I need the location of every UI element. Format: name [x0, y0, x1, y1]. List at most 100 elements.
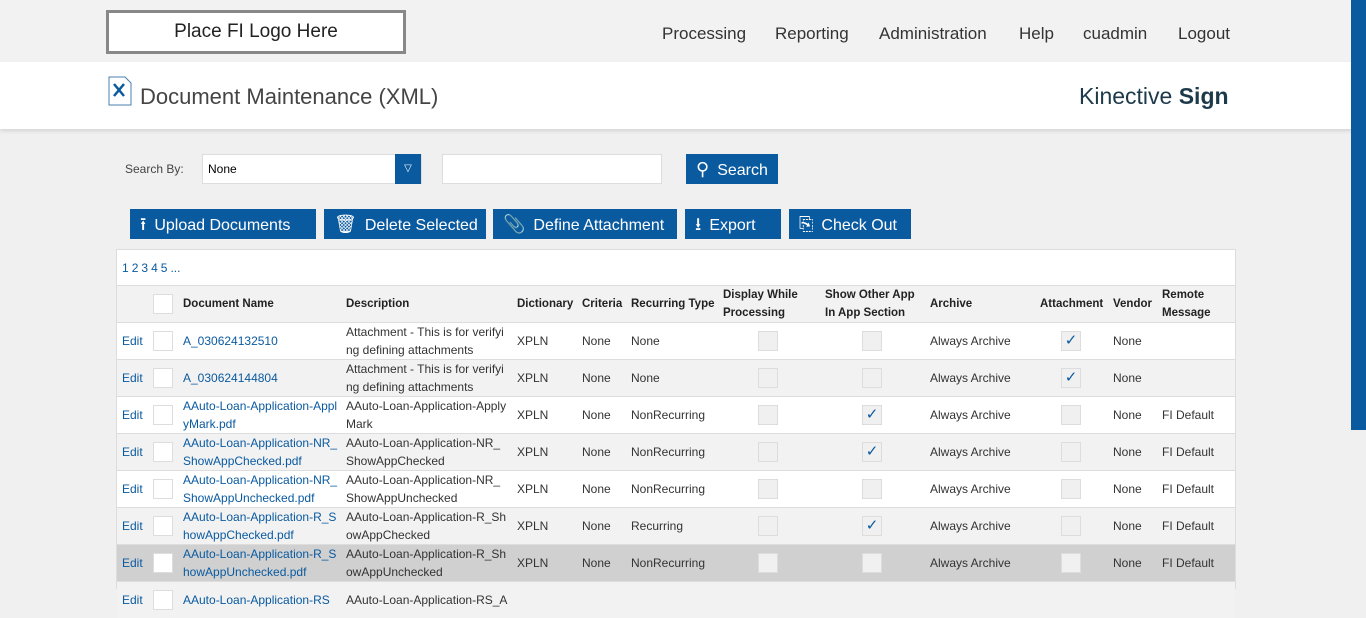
nav-reporting[interactable]: Reporting [775, 24, 849, 43]
edit-link[interactable]: Edit [122, 334, 143, 348]
attachment-checkbox [1061, 553, 1081, 573]
search-input[interactable] [442, 154, 662, 184]
document-name-link[interactable]: AAuto-Loan-Application-R_ShowAppChecked.… [183, 510, 337, 542]
row-select-checkbox[interactable] [153, 516, 173, 536]
col-criteria[interactable]: Criteria [582, 298, 623, 310]
remote-message: FI Default [1162, 519, 1215, 533]
nav-processing[interactable]: Processing [662, 24, 747, 43]
dictionary: XPLN [517, 445, 549, 459]
vendor: None [1113, 334, 1142, 348]
archive: Always Archive [930, 371, 1011, 385]
dictionary: XPLN [517, 334, 549, 348]
criteria: None [582, 556, 611, 570]
table-row: Edit AAuto-Loan-Application-NR_ShowAppCh… [117, 433, 1235, 470]
attachment-checkbox: ✓ [1061, 331, 1081, 351]
remote-message: FI Default [1162, 445, 1215, 459]
page-link[interactable]: 1 [122, 261, 129, 275]
page-link[interactable]: 3 [141, 261, 149, 275]
document-name-link[interactable]: A_030624132510 [183, 334, 278, 348]
document-name-link[interactable]: AAuto-Loan-Application-NR_ShowAppChecked… [183, 436, 338, 468]
dictionary: XPLN [517, 371, 549, 385]
page-title: Document Maintenance (XML) [140, 84, 439, 109]
remote-message: FI Default [1162, 556, 1215, 570]
col-description[interactable]: Description [346, 298, 410, 310]
edit-link[interactable]: Edit [122, 371, 143, 385]
nav-help[interactable]: Help [1019, 24, 1054, 43]
col-archive[interactable]: Archive [930, 298, 973, 310]
nav-logout[interactable]: Logout [1178, 24, 1230, 43]
table-row: Edit AAuto-Loan-Application-R_ShowAppChe… [117, 507, 1235, 544]
edit-link[interactable]: Edit [122, 445, 143, 459]
table-header: Document Name Description Dictionary Cri… [117, 285, 1235, 322]
display-checkbox [758, 368, 778, 388]
row-select-checkbox[interactable] [153, 479, 173, 499]
export-button[interactable]: ⭳ Export [685, 209, 781, 239]
description: AAuto-Loan-Application-NR_ShowAppChecked [346, 436, 501, 468]
show_other-checkbox [862, 553, 882, 573]
paperclip-icon: 📎 [503, 214, 526, 234]
delete-selected-button[interactable]: 🗑 Delete Selected [324, 209, 486, 239]
document-name-link[interactable]: AAuto-Loan-Application-NR_ShowAppUncheck… [183, 473, 338, 505]
page-link[interactable]: 5 [160, 261, 168, 275]
chevron-down-icon[interactable]: ▽ [395, 154, 421, 184]
display-checkbox [758, 405, 778, 425]
row-select-checkbox[interactable] [153, 405, 173, 425]
document-name-link[interactable]: AAuto-Loan-Application-R_ShowAppUnchecke… [183, 547, 337, 579]
criteria: None [582, 334, 611, 348]
description: Attachment - This is for verifying defin… [346, 362, 504, 394]
col-display-while-processing[interactable]: Display While Processing [723, 289, 798, 319]
show_other-checkbox [862, 331, 882, 351]
description: Attachment - This is for verifying defin… [346, 325, 504, 357]
col-dictionary[interactable]: Dictionary [517, 298, 574, 310]
col-attachment[interactable]: Attachment [1040, 298, 1104, 310]
archive: Always Archive [930, 519, 1011, 533]
row-select-checkbox[interactable] [153, 590, 173, 610]
attachment-checkbox [1061, 405, 1081, 425]
remote-message: FI Default [1162, 482, 1215, 496]
select-all-checkbox[interactable] [153, 294, 173, 314]
nav-administration[interactable]: Administration [879, 24, 987, 43]
attachment-checkbox [1061, 479, 1081, 499]
row-select-checkbox[interactable] [153, 442, 173, 462]
col-show-other-app[interactable]: Show Other App In App Section [825, 289, 915, 319]
show_other-checkbox: ✓ [862, 405, 882, 425]
description: AAuto-Loan-Application-RS_A [346, 593, 508, 607]
search-by-select[interactable]: None ▽ [202, 154, 422, 184]
col-recurring-type[interactable]: Recurring Type [631, 298, 715, 310]
recurring-type: Recurring [631, 519, 684, 533]
row-select-checkbox[interactable] [153, 368, 173, 388]
row-select-checkbox[interactable] [153, 553, 173, 573]
search-button[interactable]: ⚲ Search [686, 154, 778, 184]
page-link[interactable]: ... [170, 261, 181, 275]
scrollbar[interactable] [1351, 0, 1366, 430]
edit-link[interactable]: Edit [122, 556, 143, 570]
page-header [0, 62, 1366, 129]
document-name-link[interactable]: AAuto-Loan-Application-ApplyMark.pdf [183, 399, 338, 431]
row-select-checkbox[interactable] [153, 331, 173, 351]
show_other-checkbox [862, 368, 882, 388]
document-name-link[interactable]: A_030624144804 [183, 371, 278, 385]
edit-link[interactable]: Edit [122, 593, 143, 607]
nav-user[interactable]: cuadmin [1083, 24, 1148, 43]
archive: Always Archive [930, 482, 1011, 496]
attachment-checkbox: ✓ [1061, 368, 1081, 388]
check-out-button[interactable]: ⎘ Check Out [789, 209, 911, 239]
page-link[interactable]: 2 [131, 261, 139, 275]
col-document-name[interactable]: Document Name [183, 298, 274, 310]
page-link[interactable]: 4 [151, 261, 158, 275]
edit-link[interactable]: Edit [122, 408, 143, 422]
col-remote-message[interactable]: Remote Message [1162, 289, 1211, 319]
archive: Always Archive [930, 334, 1011, 348]
edit-link[interactable]: Edit [122, 482, 143, 496]
description: AAuto-Loan-Application-NR_ShowAppUncheck… [346, 473, 501, 505]
edit-link[interactable]: Edit [122, 519, 143, 533]
archive: Always Archive [930, 408, 1011, 422]
document-name-link[interactable]: AAuto-Loan-Application-RS [183, 593, 330, 607]
col-vendor[interactable]: Vendor [1113, 298, 1152, 310]
vendor: None [1113, 371, 1142, 385]
define-attachment-button[interactable]: 📎 Define Attachment [493, 209, 677, 239]
show_other-checkbox: ✓ [862, 442, 882, 462]
upload-documents-button[interactable]: ⭱ Upload Documents [130, 209, 316, 239]
dictionary: XPLN [517, 556, 549, 570]
attachment-checkbox [1061, 516, 1081, 536]
